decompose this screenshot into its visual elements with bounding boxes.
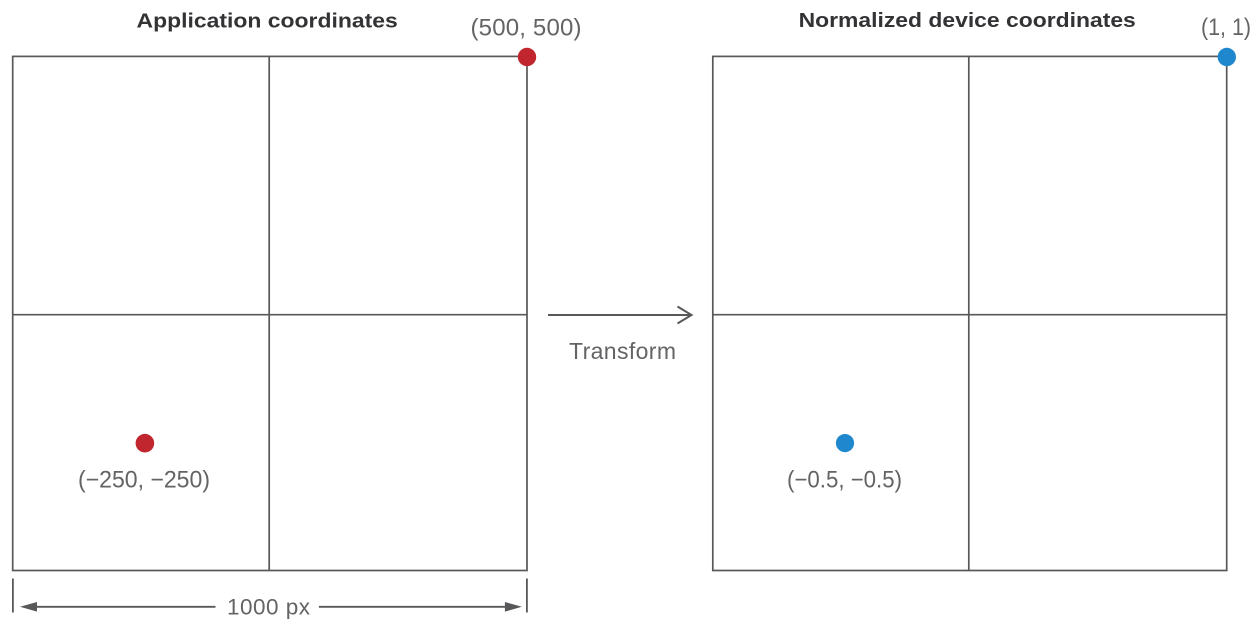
svg-text:(1, 1): (1, 1) — [1201, 14, 1251, 41]
svg-text:(500, 500): (500, 500) — [471, 15, 582, 42]
svg-text:Normalized device coordinates: Normalized device coordinates — [799, 9, 1136, 32]
svg-text:Application coordinates: Application coordinates — [137, 10, 398, 33]
svg-text:Transform: Transform — [569, 338, 676, 364]
svg-text:(−0.5, −0.5): (−0.5, −0.5) — [787, 467, 902, 494]
svg-text:(−250, −250): (−250, −250) — [78, 467, 210, 494]
svg-text:1000 px: 1000 px — [227, 594, 311, 619]
